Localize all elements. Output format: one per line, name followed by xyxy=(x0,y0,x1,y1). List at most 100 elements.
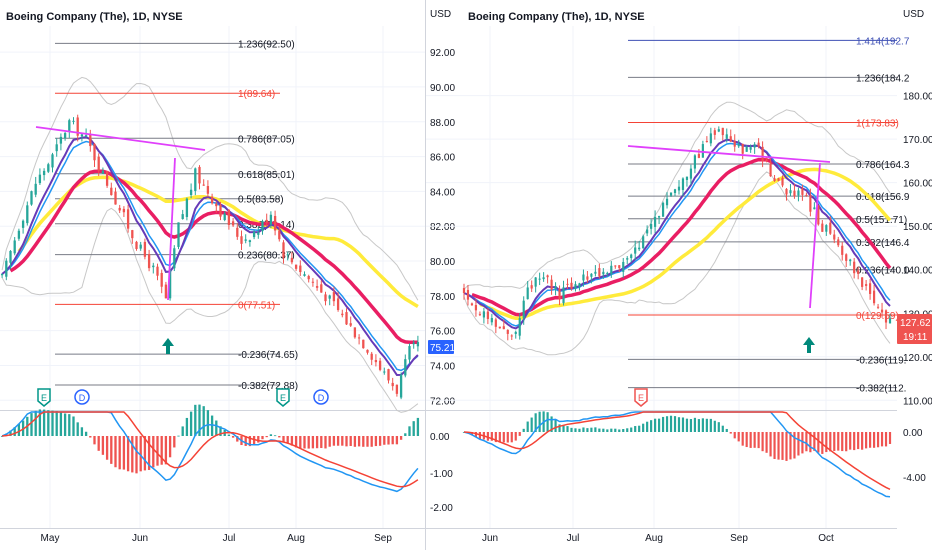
fib-level-label: 1(173.83) xyxy=(856,118,899,129)
candle-body xyxy=(709,133,712,144)
candle-body xyxy=(697,153,700,158)
macd-histogram-bar xyxy=(586,428,589,432)
x-tick-label: Sep xyxy=(374,533,392,544)
event-marker-label: E xyxy=(280,393,286,403)
candle-body xyxy=(570,282,573,289)
x-tick-label: Oct xyxy=(818,533,834,544)
macd-histogram-bar xyxy=(861,432,864,450)
macd-histogram-bar xyxy=(753,432,756,448)
candle-body xyxy=(849,259,852,262)
macd-histogram-bar xyxy=(769,432,772,457)
y-tick-label: 110.00 xyxy=(903,396,932,407)
macd-histogram-bar xyxy=(538,411,541,432)
candle-body xyxy=(506,329,509,334)
macd-histogram-bar xyxy=(231,436,235,438)
candle-body xyxy=(773,178,776,181)
macd-histogram-bar xyxy=(673,416,677,432)
moving-average-mid xyxy=(9,169,418,345)
macd-histogram-bar xyxy=(650,420,653,432)
candle-body xyxy=(805,194,808,196)
macd-histogram-bar xyxy=(336,436,340,446)
candle-body xyxy=(269,214,273,225)
macd-histogram-bar xyxy=(638,425,641,432)
macd-histogram-bar xyxy=(143,436,147,471)
macd-histogram-bar xyxy=(470,432,474,436)
macd-histogram-bar xyxy=(789,432,792,460)
fib-level-label: 0.5(151.71) xyxy=(856,215,907,226)
candle-body xyxy=(677,186,681,191)
macd-histogram-bar xyxy=(399,436,403,440)
candle-body xyxy=(809,195,812,212)
macd-histogram-bar xyxy=(506,432,509,443)
candle-body xyxy=(558,288,561,300)
macd-histogram-bar xyxy=(114,436,117,468)
macd-histogram-bar xyxy=(152,436,155,468)
macd-histogram-bar xyxy=(777,432,780,460)
chart-panel-right[interactable]: 1.414(192.7 1.236(184.2 1(173.83) 0.786(164… xyxy=(426,9,932,544)
macd-histogram-bar xyxy=(773,432,776,459)
candle-body xyxy=(789,190,792,194)
macd-histogram-bar xyxy=(522,428,525,432)
macd-histogram-bar xyxy=(227,434,231,436)
macd-histogram-bar xyxy=(303,436,306,449)
moving-average-long xyxy=(479,167,892,321)
fib-level-label: 0.618(156.9 xyxy=(856,192,910,203)
candle-body xyxy=(177,222,180,247)
candle-body xyxy=(673,189,677,194)
candle-body xyxy=(817,205,820,225)
macd-histogram-bar xyxy=(602,428,605,432)
macd-histogram-bar xyxy=(717,422,720,432)
fib-level-label: 0.382(146.4 xyxy=(856,238,910,249)
candle-body xyxy=(618,265,621,269)
moving-average-mid xyxy=(471,157,892,317)
candle-body xyxy=(80,134,84,137)
macd-histogram-bar xyxy=(118,436,121,470)
macd-histogram-bar xyxy=(510,432,513,443)
candle-body xyxy=(769,163,772,177)
right-last-price-badge: 127.62 19:11 xyxy=(897,314,932,344)
macd-histogram-bar xyxy=(387,436,390,445)
candle-body xyxy=(498,326,501,329)
candle-body xyxy=(590,273,593,277)
y-tick-label: 92.00 xyxy=(430,48,455,59)
candle-body xyxy=(147,254,151,269)
macd-histogram-bar xyxy=(490,432,493,441)
macd-histogram-bar xyxy=(849,432,852,450)
macd-histogram-bar xyxy=(526,421,529,432)
macd-histogram-bar xyxy=(63,413,67,436)
candle-body xyxy=(582,274,585,281)
macd-histogram-bar xyxy=(76,422,79,436)
macd-histogram-bar xyxy=(805,432,808,452)
candle-body xyxy=(55,144,58,152)
macd-histogram-bar xyxy=(709,418,712,432)
macd-histogram-bar xyxy=(307,436,310,449)
macd-histogram-bar xyxy=(781,432,784,460)
fib-level-label: 0(129.59) xyxy=(856,311,899,322)
candle-body xyxy=(872,290,876,304)
candle-body xyxy=(185,198,189,218)
candle-body xyxy=(646,229,649,234)
candle-body xyxy=(626,258,629,260)
candle-body xyxy=(837,239,840,246)
x-tick-label: Jun xyxy=(482,533,498,544)
y-tick-label: 88.00 xyxy=(430,118,455,129)
candle-body xyxy=(93,143,96,161)
macd-histogram-bar xyxy=(366,436,369,447)
candle-body xyxy=(101,170,105,174)
macd-histogram-bar xyxy=(294,436,298,448)
candle-body xyxy=(336,298,340,310)
macd-histogram-bar xyxy=(634,426,637,432)
candle-body xyxy=(681,178,685,190)
macd-histogram-bar xyxy=(872,432,876,448)
candle-body xyxy=(665,198,669,206)
chart-panel-left[interactable]: 1.236(92.50) 1(89.64) 0.786(87.05) 0.618(85… xyxy=(0,0,455,544)
macd-histogram-bar xyxy=(550,416,553,432)
macd-histogram-bar xyxy=(122,436,126,470)
macd-histogram-bar xyxy=(34,410,37,436)
y-tick-label: 140.00 xyxy=(903,266,932,277)
event-marker-shape xyxy=(37,388,51,407)
candle-body xyxy=(705,140,708,142)
candle-body xyxy=(223,213,226,221)
x-tick-label: Aug xyxy=(287,533,305,544)
